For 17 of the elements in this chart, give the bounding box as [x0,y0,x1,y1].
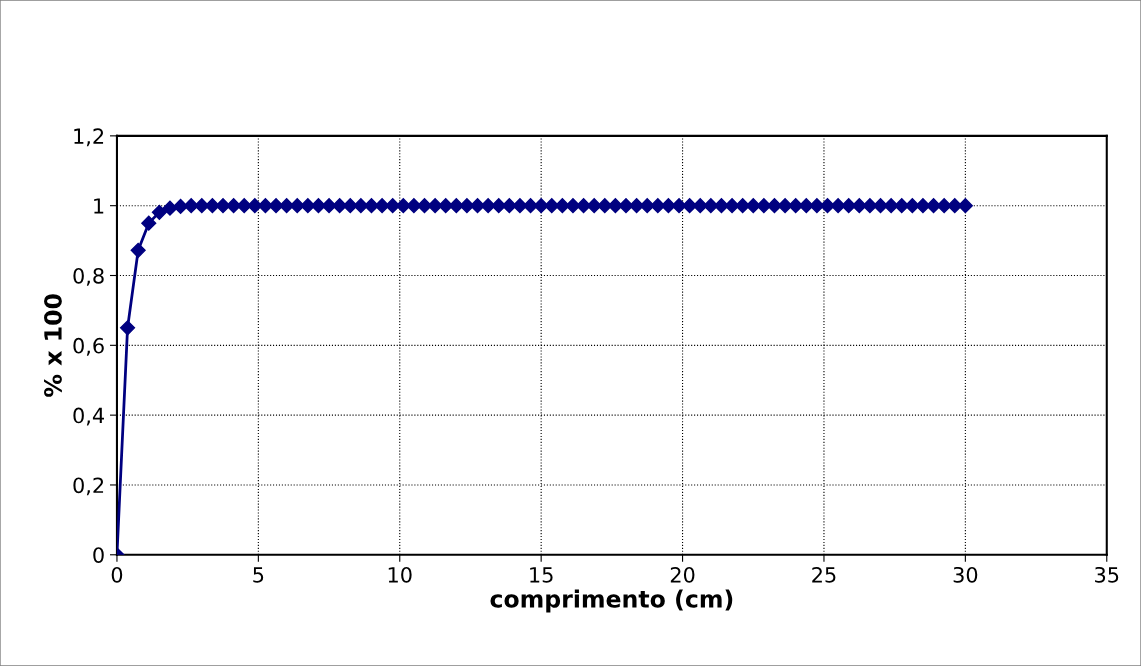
x-tick-label: 0 [111,566,123,583]
y-tick-label: 0 [93,547,104,563]
x-axis-title: comprimento (cm) [490,589,733,613]
x-tick-label: 5 [253,567,264,583]
y-axis-title: % x 100 [44,294,62,397]
y-tick-label: 0,2 [73,477,104,496]
x-tick-label: 25 [812,566,836,583]
x-tick-label: 30 [953,566,978,583]
x-tick-label: 10 [388,566,412,583]
x-tick-label: 15 [530,567,553,583]
x-tick-label: 20 [670,566,695,583]
y-tick-label: 0,8 [73,267,104,286]
y-tick-label: 1 [94,198,104,214]
y-tick-label: 1,2 [74,128,104,147]
y-tick-label: 0,4 [73,407,104,426]
y-tick-label: 0,6 [73,337,104,356]
x-tick-label: 35 [1095,566,1119,583]
